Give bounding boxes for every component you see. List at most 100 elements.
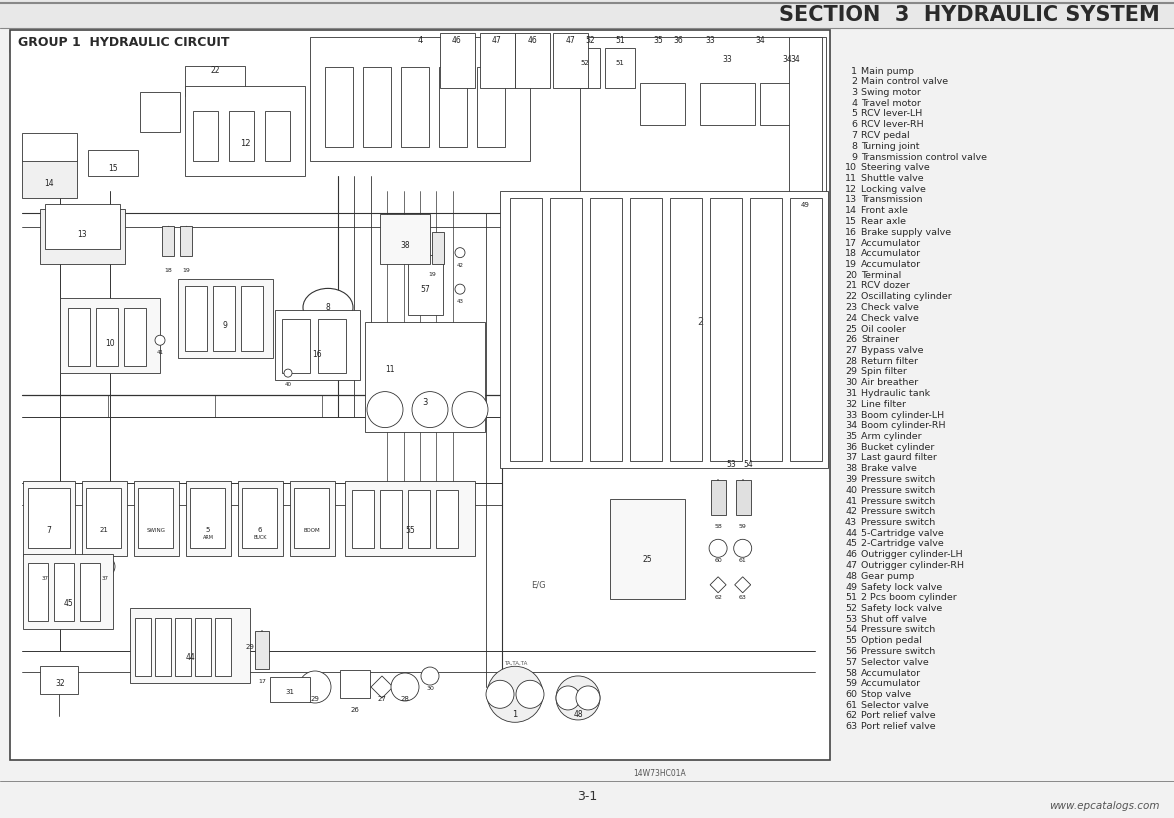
Text: 13: 13	[77, 230, 87, 239]
Text: Front axle: Front axle	[861, 206, 908, 215]
Bar	[215, 618, 231, 676]
Text: Accumulator: Accumulator	[861, 239, 922, 248]
Bar	[402, 67, 429, 146]
Text: 29: 29	[245, 644, 255, 649]
Text: Turning joint: Turning joint	[861, 142, 919, 151]
Bar	[352, 490, 375, 548]
Bar	[82, 481, 127, 555]
Text: 57: 57	[420, 285, 430, 294]
Text: 42: 42	[845, 507, 857, 516]
Bar	[130, 609, 250, 683]
Text: 5: 5	[205, 527, 210, 533]
Bar	[380, 490, 402, 548]
Text: Safety lock valve: Safety lock valve	[861, 582, 943, 591]
Bar	[571, 48, 600, 88]
Text: Brake valve: Brake valve	[861, 465, 917, 474]
Text: 19: 19	[182, 268, 190, 273]
Text: 28: 28	[845, 357, 857, 366]
Bar	[28, 488, 70, 548]
Text: 27: 27	[378, 696, 386, 703]
Text: Outrigger cylinder-RH: Outrigger cylinder-RH	[861, 561, 964, 570]
Bar	[242, 488, 277, 548]
Text: 56: 56	[845, 647, 857, 656]
Polygon shape	[371, 676, 393, 698]
Bar	[162, 227, 174, 256]
Bar	[190, 488, 225, 548]
Bar	[580, 38, 826, 235]
Text: Shut off valve: Shut off valve	[861, 615, 927, 624]
Text: 52: 52	[581, 60, 589, 66]
Text: RCV dozer: RCV dozer	[861, 281, 910, 290]
Text: 58: 58	[714, 524, 722, 529]
Text: 28: 28	[400, 696, 410, 703]
Text: 18: 18	[845, 249, 857, 258]
Text: 60: 60	[845, 690, 857, 699]
Bar	[710, 198, 742, 461]
Text: 8: 8	[851, 142, 857, 151]
Bar	[760, 195, 815, 229]
Bar	[68, 308, 90, 366]
Circle shape	[299, 671, 331, 703]
Bar	[790, 198, 822, 461]
Text: GROUP 1  HYDRAULIC CIRCUIT: GROUP 1 HYDRAULIC CIRCUIT	[18, 35, 229, 48]
Circle shape	[517, 681, 544, 708]
Text: RCV lever-RH: RCV lever-RH	[861, 120, 924, 129]
Text: 59: 59	[845, 679, 857, 688]
Text: Rear axle: Rear axle	[861, 217, 906, 226]
Text: 62: 62	[845, 712, 857, 721]
Text: 51: 51	[615, 37, 625, 46]
Bar	[591, 198, 622, 461]
Text: 5-Cartridge valve: 5-Cartridge valve	[861, 528, 944, 537]
Text: SWING: SWING	[147, 528, 166, 533]
Text: 52: 52	[585, 37, 595, 46]
Bar	[195, 618, 211, 676]
Text: BOOM: BOOM	[304, 528, 321, 533]
Text: 23: 23	[845, 303, 857, 312]
Bar	[265, 111, 290, 161]
Text: TA,TA,TA: TA,TA,TA	[505, 660, 527, 665]
Bar	[155, 618, 171, 676]
Bar	[22, 160, 77, 198]
Text: 7: 7	[47, 525, 52, 534]
Text: 26: 26	[351, 708, 359, 713]
Text: 19: 19	[845, 260, 857, 269]
Text: Selector valve: Selector valve	[861, 658, 929, 667]
Text: Safety lock valve: Safety lock valve	[861, 604, 943, 613]
Circle shape	[391, 673, 419, 701]
Text: 2-Cartridge valve: 2-Cartridge valve	[861, 540, 944, 549]
Text: BUCK: BUCK	[254, 535, 266, 540]
Bar	[178, 278, 274, 358]
Bar	[510, 198, 542, 461]
Text: 9: 9	[223, 321, 228, 330]
Bar	[736, 480, 750, 515]
Bar	[409, 254, 443, 315]
Text: 12: 12	[239, 138, 250, 148]
Text: 37: 37	[845, 453, 857, 462]
Text: 38: 38	[400, 240, 410, 249]
Circle shape	[556, 686, 580, 710]
Text: 55: 55	[405, 525, 414, 534]
Text: Line filter: Line filter	[861, 400, 906, 409]
Text: 10: 10	[845, 164, 857, 173]
Text: 34: 34	[755, 37, 765, 46]
Bar	[193, 111, 218, 161]
Bar	[700, 83, 755, 125]
Text: Brake supply valve: Brake supply valve	[861, 227, 951, 236]
Bar	[185, 481, 231, 555]
Bar	[432, 231, 444, 263]
Bar	[670, 198, 702, 461]
Text: 8: 8	[325, 303, 330, 312]
Text: 2 Pcs boom cylinder: 2 Pcs boom cylinder	[861, 593, 957, 602]
Text: 62: 62	[714, 595, 722, 600]
Text: Transmission control valve: Transmission control valve	[861, 152, 987, 161]
Text: 47: 47	[845, 561, 857, 570]
Text: 61: 61	[845, 701, 857, 710]
Bar	[640, 83, 684, 125]
Text: 47: 47	[492, 37, 501, 46]
Bar	[553, 34, 588, 88]
Text: Swing motor: Swing motor	[861, 88, 920, 97]
Bar	[363, 67, 391, 146]
Text: Strainer: Strainer	[861, 335, 899, 344]
Text: 45: 45	[845, 540, 857, 549]
Text: 5: 5	[851, 110, 857, 119]
